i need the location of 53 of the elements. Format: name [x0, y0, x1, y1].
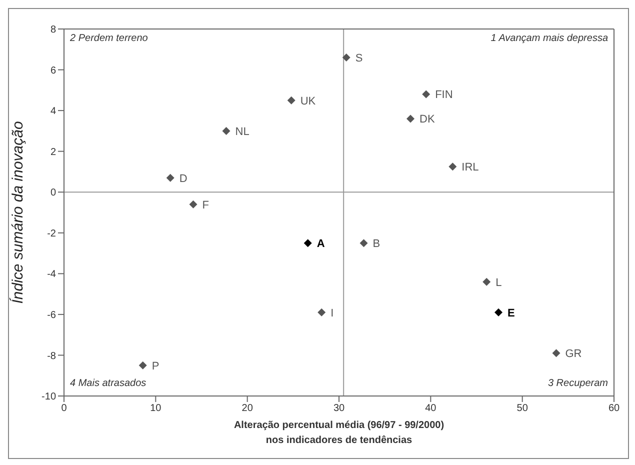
annotation: 4 Mais atrasados — [70, 378, 146, 389]
point — [422, 90, 430, 98]
x-tick-label: 20 — [242, 403, 254, 414]
x-tick-label: 30 — [333, 403, 345, 414]
y-tick-label: -8 — [47, 350, 56, 362]
y-tick-label: 4 — [50, 106, 56, 118]
x-tick-label: 10 — [150, 403, 162, 414]
y-tick-label: -10 — [42, 392, 56, 403]
point — [287, 96, 296, 104]
point — [318, 308, 326, 316]
point — [138, 361, 147, 370]
annotation: D — [179, 172, 188, 185]
annotation: UK — [300, 95, 316, 108]
y-tick-label: 0 — [50, 188, 56, 199]
point — [189, 200, 198, 208]
annotation: P — [152, 360, 160, 372]
annotation: 3 Recuperam — [548, 378, 608, 389]
annotation: B — [372, 238, 380, 250]
point — [482, 278, 491, 286]
y-tick-label: 8 — [50, 24, 56, 36]
point — [166, 174, 174, 182]
point — [406, 114, 414, 123]
point — [360, 239, 368, 248]
annotation: DK — [420, 114, 436, 126]
annotation: S — [355, 52, 363, 65]
point — [304, 239, 312, 248]
annotation: A — [316, 238, 325, 250]
annotation: F — [202, 199, 210, 212]
annotation: FIN — [435, 89, 453, 102]
y-tick-label: -2 — [47, 228, 56, 240]
annotation: IRL — [462, 162, 479, 174]
annotation: 1 Avançam mais depressa — [490, 33, 608, 44]
annotation: 2 Perdem terreno — [70, 33, 148, 44]
y-tick-label: -6 — [47, 310, 56, 321]
y-tick-label: 2 — [50, 146, 56, 158]
x-axis-title: Alteração percentual média (96/97 - 99/2000) nos indicadores de tendências — [234, 420, 444, 446]
point — [552, 349, 560, 358]
annotation: I — [330, 307, 334, 320]
y-tick-label: 6 — [50, 65, 56, 76]
annotation: GR — [565, 348, 582, 360]
annotation: NL — [235, 126, 250, 138]
point — [342, 54, 350, 62]
x-tick-label: 40 — [425, 403, 437, 414]
point — [494, 308, 502, 316]
point — [222, 126, 230, 135]
x-tick-label: 50 — [516, 403, 528, 414]
y-axis-title: Índice sumário da inovação — [8, 121, 26, 304]
x-tick-label: 0 — [61, 403, 68, 414]
point — [448, 162, 457, 171]
annotation: E — [508, 307, 515, 320]
x-tick-label: 60 — [608, 403, 620, 414]
y-tick-label: -4 — [47, 269, 56, 280]
annotation: L — [496, 276, 502, 289]
